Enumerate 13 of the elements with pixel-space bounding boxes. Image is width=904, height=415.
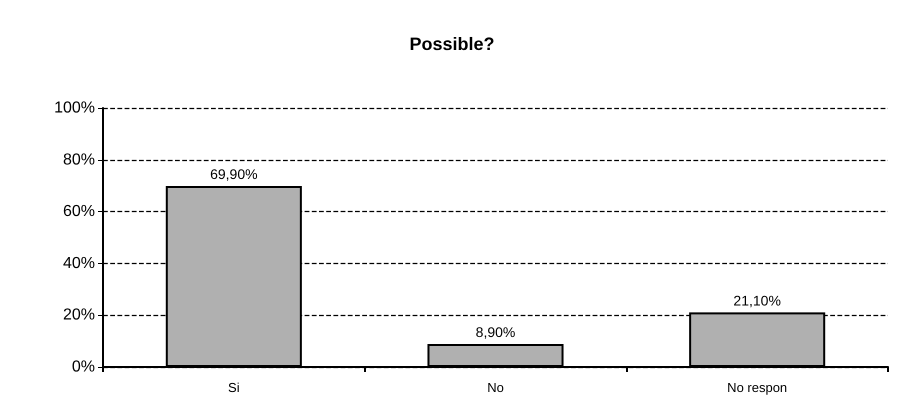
y-tick-label: 20% bbox=[62, 306, 95, 324]
y-tick-label: 60% bbox=[62, 203, 95, 220]
x-tick-label: Si bbox=[228, 380, 240, 395]
y-tick-label: 0% bbox=[72, 358, 95, 376]
x-tick-label: No bbox=[487, 380, 504, 395]
y-tick-label: 80% bbox=[62, 151, 95, 168]
data-label: 8,90% bbox=[476, 324, 516, 340]
x-tick-label: No respon bbox=[727, 380, 788, 395]
y-tick-label: 40% bbox=[62, 254, 95, 272]
y-tick-label: 100% bbox=[54, 100, 95, 116]
chart-title: Possible? bbox=[409, 34, 495, 54]
data-label: 69,90% bbox=[210, 166, 258, 182]
data-label: 21,10% bbox=[733, 292, 781, 308]
